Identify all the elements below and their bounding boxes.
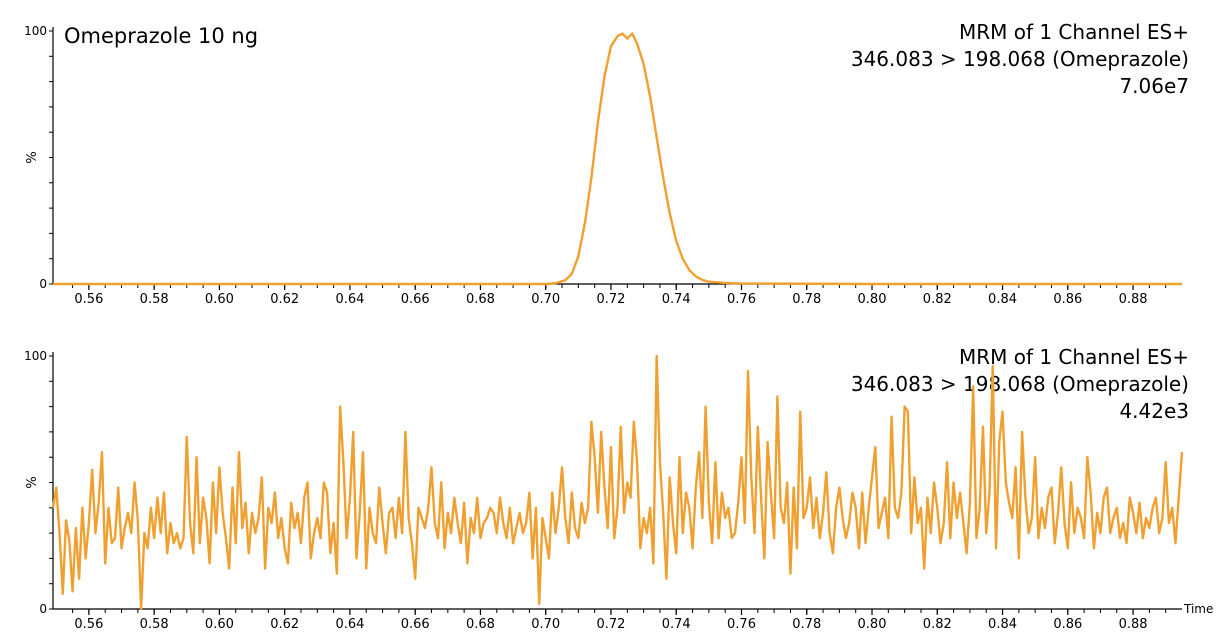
x-tick-label: 0.60 (205, 292, 234, 307)
y-axis-label: % (25, 476, 40, 488)
x-tick-label: 0.74 (662, 292, 691, 307)
x-tick-label: 0.78 (792, 617, 821, 632)
x-tick-label: 0.76 (727, 292, 756, 307)
x-tick-label: 0.88 (1119, 617, 1148, 632)
x-tick-label: 0.74 (662, 617, 691, 632)
series-line (51, 354, 1184, 611)
x-tick-label: 0.64 (335, 292, 364, 307)
x-tick-label: 0.58 (140, 292, 169, 307)
y-tick-label: 100 (24, 349, 47, 363)
x-tick-label: 0.56 (74, 617, 103, 632)
y-tick-label: 0 (39, 277, 47, 291)
x-tick-label: 0.64 (335, 617, 364, 632)
x-tick-label: 0.82 (923, 617, 952, 632)
y-tick-label: 0 (39, 602, 47, 616)
x-tick-label: 0.86 (1053, 292, 1082, 307)
annotation-line: 346.083 > 198.068 (Omeprazole) (851, 372, 1189, 396)
series-line (53, 32, 1182, 286)
x-tick-label: 0.60 (205, 617, 234, 632)
x-tick-label: 0.68 (466, 617, 495, 632)
y-axis-label: % (25, 151, 40, 163)
annotation-line: 4.42e3 (1119, 399, 1189, 423)
x-axis-label: Time (1183, 602, 1213, 616)
annotation-line: MRM of 1 Channel ES+ (959, 20, 1189, 44)
x-tick-label: 0.80 (858, 617, 887, 632)
x-tick-label: 0.72 (596, 617, 625, 632)
x-tick-label: 0.68 (466, 292, 495, 307)
x-tick-label: 0.56 (74, 292, 103, 307)
x-tick-label: 0.58 (140, 617, 169, 632)
annotation-line: 346.083 > 198.068 (Omeprazole) (851, 47, 1189, 71)
x-tick-label: 0.70 (531, 292, 560, 307)
x-tick-label: 0.88 (1119, 292, 1148, 307)
x-tick-label: 0.80 (858, 292, 887, 307)
x-tick-label: 0.66 (401, 292, 430, 307)
x-tick-label: 0.76 (727, 617, 756, 632)
chart-title: Omeprazole 10 ng (64, 24, 258, 48)
y-tick-label: 100 (24, 24, 47, 38)
x-tick-label: 0.66 (401, 617, 430, 632)
x-tick-label: 0.72 (596, 292, 625, 307)
x-tick-label: 0.84 (988, 617, 1017, 632)
x-tick-label: 0.84 (988, 292, 1017, 307)
annotation-line: MRM of 1 Channel ES+ (959, 345, 1189, 369)
annotation-line: 7.06e7 (1119, 74, 1189, 98)
x-tick-label: 0.70 (531, 617, 560, 632)
x-tick-label: 0.78 (792, 292, 821, 307)
x-tick-label: 0.82 (923, 292, 952, 307)
x-tick-label: 0.62 (270, 292, 299, 307)
x-tick-label: 0.62 (270, 617, 299, 632)
x-tick-label: 0.86 (1053, 617, 1082, 632)
